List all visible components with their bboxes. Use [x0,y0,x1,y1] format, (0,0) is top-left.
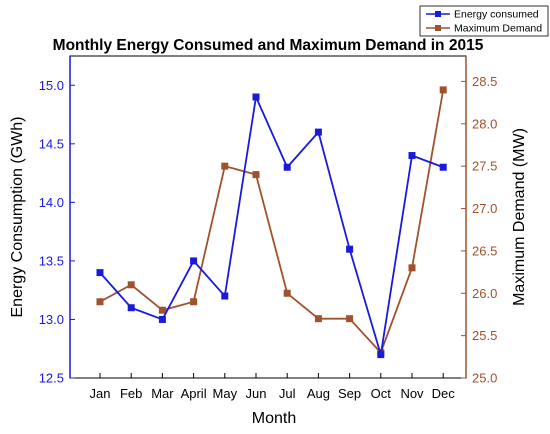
x-tick-label: May [213,386,238,401]
data-point-maximum-demand [439,86,447,94]
right-y-tick-label: 26.5 [472,243,497,258]
data-point-maximum-demand [314,315,322,323]
series-line-energy-consumed [99,96,444,356]
right-y-tick-label: 26.0 [472,286,497,301]
left-y-tick-label: 12.5 [39,371,64,386]
data-point-energy-consumed [96,269,104,277]
right-y-tick-label: 28.5 [472,74,497,89]
x-tick-label: Nov [400,386,424,401]
data-point-maximum-demand [190,298,198,306]
chart-title: Monthly Energy Consumed and Maximum Dema… [53,37,484,54]
x-axis-ticks: Jan Feb Mar April May Jun Jul Aug Sep Oct Nov Dec [90,373,456,401]
x-axis-title: Month [252,410,296,427]
right-y-tick-label: 25.5 [472,328,497,343]
left-y-axis-ticks: 12.5 13.0 13.5 14.0 14.5 15.0 [39,78,75,386]
data-point-energy-consumed [377,351,385,359]
legend-label-maximum-demand: Maximum Demand [454,23,542,35]
legend-marker-energy-consumed [435,11,441,17]
data-point-energy-consumed [439,163,447,171]
x-tick-label: Jan [90,386,111,401]
x-tick-label: Jul [279,386,296,401]
right-y-tick-label: 27.0 [472,201,497,216]
data-point-maximum-demand [127,281,135,289]
left-y-tick-label: 13.5 [39,253,64,268]
legend-box [419,5,549,37]
left-y-tick-label: 15.0 [39,78,64,93]
right-y-axis-title: Maximum Demand (MW) [511,128,528,306]
x-tick-label: April [181,386,207,401]
data-point-maximum-demand [221,162,229,170]
data-point-energy-consumed [158,315,166,323]
left-y-axis-title: Energy Consumption (GWh) [9,117,26,318]
left-y-tick-label: 13.0 [39,312,64,327]
data-point-energy-consumed [190,257,198,265]
x-tick-label: Aug [307,386,330,401]
left-y-tick-label: 14.5 [39,136,64,151]
data-point-energy-consumed [221,292,229,300]
data-point-maximum-demand [408,264,416,272]
data-point-maximum-demand [283,289,291,297]
series-layer [96,86,447,359]
x-tick-label: Jun [246,386,267,401]
right-y-tick-label: 27.5 [472,159,497,174]
legend: Energy consumed Maximum Demand [419,5,549,37]
data-point-maximum-demand [346,315,354,323]
legend-marker-maximum-demand [435,25,441,31]
data-point-energy-consumed [314,128,322,136]
data-point-energy-consumed [283,163,291,171]
data-point-energy-consumed [127,304,135,312]
data-point-maximum-demand [158,306,166,314]
left-y-tick-label: 14.0 [39,195,64,210]
x-tick-label: Dec [432,386,456,401]
data-point-energy-consumed [346,245,354,253]
legend-label-energy-consumed: Energy consumed [454,9,539,21]
data-point-maximum-demand [96,298,104,306]
x-tick-label: Mar [151,386,174,401]
series-line-maximum-demand [99,89,445,354]
right-y-axis-ticks: 25.0 25.5 26.0 26.5 27.0 27.5 28.0 28.5 [461,74,497,386]
data-point-maximum-demand [252,171,260,179]
data-point-energy-consumed [252,93,260,101]
x-tick-label: Oct [371,386,392,401]
right-y-tick-label: 28.0 [472,116,497,131]
x-tick-label: Sep [338,386,361,401]
x-tick-label: Feb [120,386,142,401]
right-y-tick-label: 25.0 [472,371,497,386]
data-point-energy-consumed [408,152,416,160]
